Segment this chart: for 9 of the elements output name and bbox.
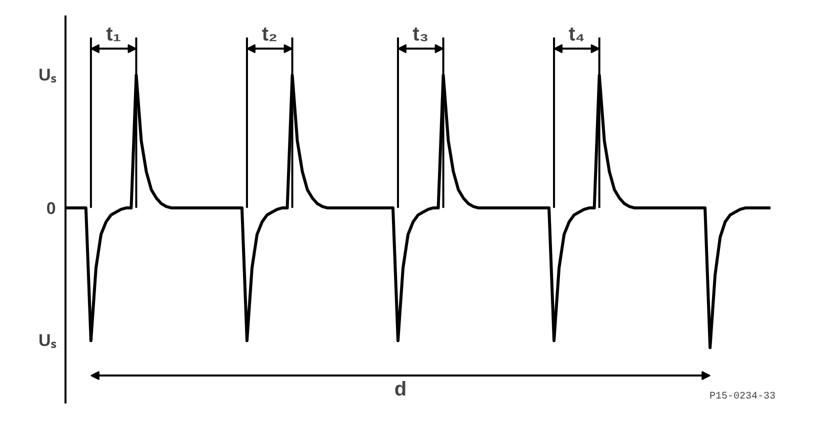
- text: Uₛ: [38, 66, 57, 85]
- text: P15-0234-33: [709, 392, 776, 402]
- text: 0: [46, 198, 56, 218]
- text: t₃: [412, 24, 429, 46]
- text: t₂: [262, 24, 278, 46]
- text: Uₛ: [38, 331, 57, 350]
- text: d: [394, 378, 407, 401]
- text: t₁: [106, 24, 122, 46]
- text: t₄: [568, 24, 585, 46]
